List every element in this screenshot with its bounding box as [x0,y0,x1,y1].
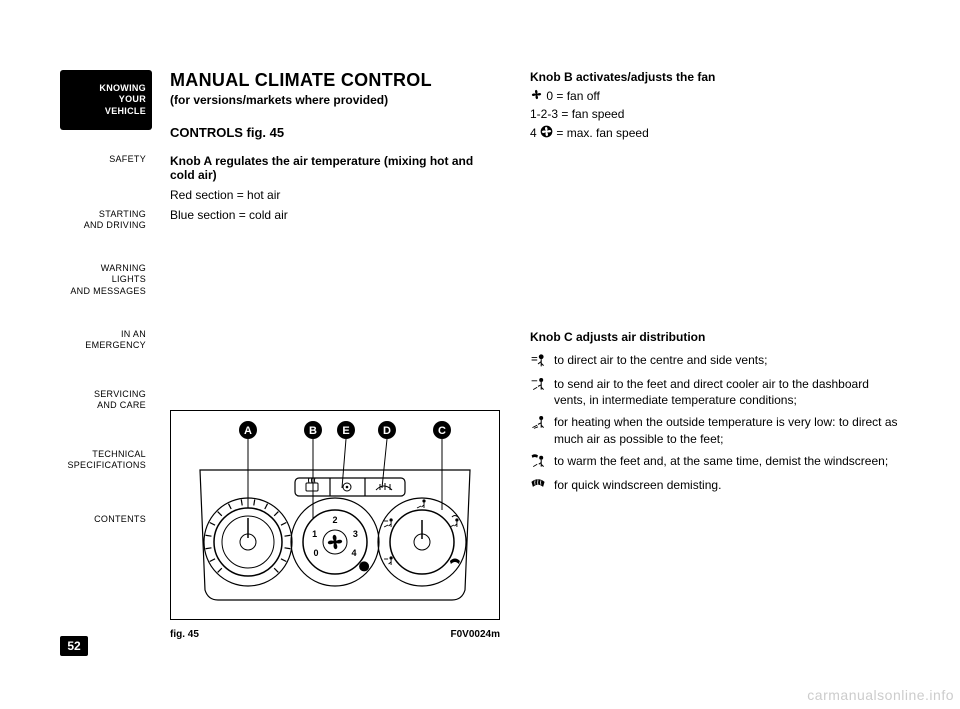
left-column: MANUAL CLIMATE CONTROL (for versions/mar… [170,70,500,222]
knob-c-text: to warm the feet and, at the same time, … [554,453,900,469]
knob-c-item-feet-defrost: to warm the feet and, at the same time, … [530,453,900,471]
svg-text:2: 2 [332,515,337,525]
svg-text:1: 1 [312,529,317,539]
svg-text:4: 4 [352,548,357,558]
sidebar-item-contents[interactable]: CONTENTS [60,490,152,550]
climate-control-diagram: A B E D C 0 1 2 3 4 [170,410,500,620]
figure-caption-right: F0V0024m [451,629,500,640]
svg-text:0: 0 [313,548,318,558]
watermark: carmanualsonline.info [807,687,954,703]
svg-text:C: C [438,425,446,437]
figure-caption-left: fig. 45 [170,629,199,640]
knob-c-item-feet: for heating when the outside temperature… [530,414,900,446]
knob-b-speed: 1-2-3 = fan speed [530,107,900,121]
svg-text:A: A [244,425,252,437]
knob-b-max-prefix: 4 [530,126,540,140]
airflow-face-icon [530,352,554,370]
knob-c-item-bilevel: to send air to the feet and direct coole… [530,376,900,408]
airflow-defrost-icon [530,477,554,493]
knob-a-red-line: Red section = hot air [170,188,500,202]
page-number: 52 [60,636,88,656]
sidebar-item-starting-driving[interactable]: STARTING AND DRIVING [60,190,152,250]
section-subtitle: (for versions/markets where provided) [170,93,500,107]
knob-b-off: 0 = fan off [530,88,900,103]
knob-c-list: to direct air to the centre and side ven… [530,352,900,493]
knob-c-text: to send air to the feet and direct coole… [554,376,900,408]
knob-c-text: for heating when the outside temperature… [554,414,900,446]
knob-c-text: for quick windscreen demisting. [554,477,900,493]
fan-icon [530,88,543,101]
section-title: MANUAL CLIMATE CONTROL [170,70,500,91]
knob-a-blue-line: Blue section = cold air [170,208,500,222]
manual-page: KNOWING YOUR VEHICLE SAFETY STARTING AND… [60,70,900,670]
svg-text:3: 3 [353,529,358,539]
knob-b-off-text: 0 = fan off [546,89,600,103]
figure-45: A B E D C 0 1 2 3 4 fig. 45 F0V0024m [170,410,500,640]
svg-text:B: B [309,425,317,437]
sidebar-nav: KNOWING YOUR VEHICLE SAFETY STARTING AND… [60,70,152,550]
knob-b-max-suffix: = max. fan speed [553,126,649,140]
airflow-feet-icon [530,414,554,432]
controls-heading: CONTROLS fig. 45 [170,125,500,140]
knob-a-heading: Knob A regulates the air temperature (mi… [170,154,500,182]
airflow-bilevel-icon [530,376,554,394]
sidebar-item-knowing-vehicle[interactable]: KNOWING YOUR VEHICLE [60,70,152,130]
sidebar-item-emergency[interactable]: IN AN EMERGENCY [60,310,152,370]
knob-b-heading: Knob B activates/adjusts the fan [530,70,900,84]
right-column: Knob B activates/adjusts the fan 0 = fan… [530,70,900,493]
sidebar-item-servicing[interactable]: SERVICING AND CARE [60,370,152,430]
fan-max-icon [540,125,553,138]
airflow-feet-defrost-icon [530,453,554,471]
knob-b-max: 4 = max. fan speed [530,125,900,140]
sidebar-item-warning-lights[interactable]: WARNING LIGHTS AND MESSAGES [60,250,152,310]
knob-c-heading: Knob C adjusts air distribution [530,330,900,344]
svg-text:D: D [383,425,391,437]
knob-c-item-defrost: for quick windscreen demisting. [530,477,900,493]
svg-text:E: E [342,425,349,437]
knob-c-text: to direct air to the centre and side ven… [554,352,900,368]
knob-c-item-face: to direct air to the centre and side ven… [530,352,900,370]
sidebar-item-safety[interactable]: SAFETY [60,130,152,190]
sidebar-item-tech-specs[interactable]: TECHNICAL SPECIFICATIONS [60,430,152,490]
